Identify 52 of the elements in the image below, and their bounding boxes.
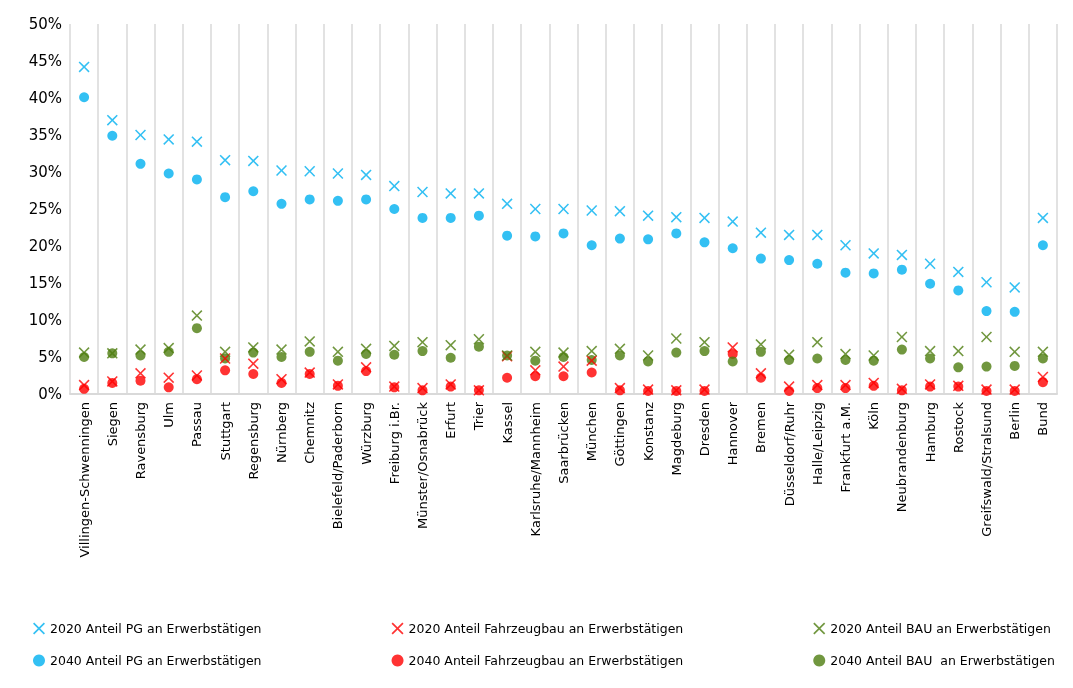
y-tick-label: 0% [38, 385, 62, 403]
x-tick-label: Berlin [1007, 402, 1023, 440]
x-tick-label: Ravensburg [133, 402, 148, 480]
x-tick-label: Stuttgart [217, 402, 233, 461]
x-tick-label: Karlsruhe/Mannheim [527, 402, 543, 537]
x-tick-label: Düsseldorf/Ruhr [781, 401, 797, 507]
y-tick-label: 5% [38, 348, 62, 366]
y-tick-label: 40% [28, 89, 62, 107]
x-tick-label: Münster/Osnabrück [415, 401, 430, 530]
x-tick-label: Villingen-Schwenningen [76, 402, 92, 558]
x-tick-label: Greifswald/Stralsund [979, 402, 994, 537]
x-tick-label: Frankfurt a.M. [838, 402, 853, 493]
x-tick-label: Würzburg [358, 402, 374, 465]
x-tick-label: Magdeburg [668, 402, 684, 476]
x-tick-label: Siegen [104, 402, 120, 447]
legend-label: 2020 Anteil Fahrzeugbau an Erwerbstätigen [408, 621, 684, 636]
y-tick-label: 35% [28, 126, 62, 144]
x-tick-label: Bielefeld/Paderborn [330, 402, 346, 530]
legend-label: 2040 Anteil Fahrzeugbau an Erwerbstätigen [408, 653, 684, 668]
legend-label: 2040 Anteil PG an Erwerbstätigen [50, 653, 262, 668]
legend-label: 2020 Anteil BAU an Erwerbstätigen [830, 621, 1051, 636]
y-tick-label: 45% [28, 52, 62, 70]
x-tick-label: Kassel [499, 402, 515, 444]
x-tick-label: Freiburg i.Br. [386, 402, 402, 485]
y-tick-label: 15% [28, 274, 62, 292]
x-tick-label: Konstanz [640, 401, 656, 461]
x-tick-label: Dresden [697, 402, 712, 457]
y-tick-label: 10% [28, 311, 62, 329]
x-tick-label: Passau [189, 402, 205, 447]
x-tick-label: Chemnitz [302, 401, 318, 464]
y-tick-label: 25% [28, 200, 62, 218]
x-tick-label: Göttingen [612, 402, 628, 467]
x-tick-label: Köln [866, 402, 882, 430]
x-tick-label: Nürnberg [274, 402, 289, 463]
x-tick-label: München [584, 402, 600, 462]
x-tick-label: Ulm [161, 402, 177, 428]
x-tick-label: Hamburg [922, 402, 938, 463]
x-tick-label: Bremen [753, 402, 769, 453]
x-tick-label: Rostock [950, 401, 966, 453]
legend-label: 2020 Anteil PG an Erwerbstätigen [50, 621, 262, 636]
x-tick-label: Erfurt [443, 402, 459, 439]
legend-label: 2040 Anteil BAU an Erwerbstätigen [830, 653, 1055, 668]
x-tick-label: Regensburg [245, 402, 261, 480]
x-tick-label: Trier [471, 401, 487, 432]
x-tick-label: Neubrandenburg [894, 402, 910, 513]
x-tick-label: Bund [1035, 402, 1051, 436]
y-tick-label: 50% [28, 15, 62, 33]
x-tick-label: Hannover [725, 401, 741, 466]
x-tick-label: Saarbrücken [556, 402, 571, 484]
y-tick-label: 20% [28, 237, 62, 255]
x-tick-label: Halle/Leipzig [809, 402, 825, 485]
y-tick-label: 30% [28, 163, 62, 181]
